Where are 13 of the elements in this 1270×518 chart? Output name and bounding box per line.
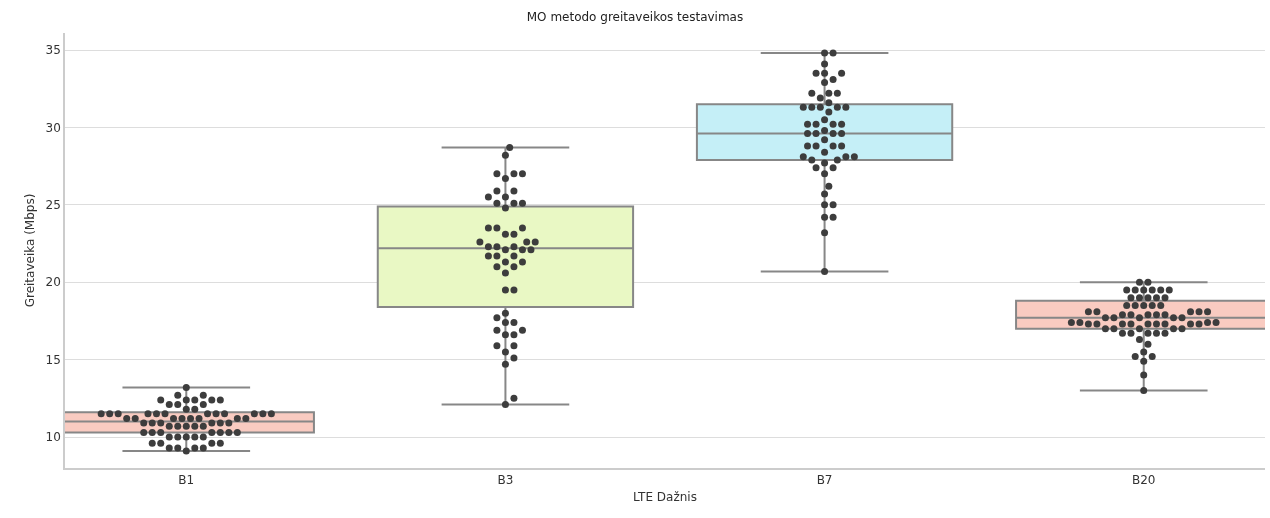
y-tick-label: 25 [45, 198, 61, 213]
y-tick-label: 15 [45, 352, 61, 367]
x-tick-label: B7 [816, 473, 833, 488]
y-tick-label: 20 [45, 275, 61, 290]
x-tick-label: B3 [497, 473, 514, 488]
y-tick-label: 30 [45, 120, 61, 135]
y-tick-label: 35 [45, 43, 61, 58]
x-tick-label: B1 [178, 473, 195, 488]
y-axis-title: Greitaveika (Mbps) [23, 193, 38, 308]
y-tick-label: 10 [45, 430, 61, 445]
chart-title: MO metodo greitaveikos testavimas [526, 10, 744, 25]
x-axis-title: LTE Dažnis [633, 489, 697, 504]
x-tick-label: B20 [1131, 473, 1156, 488]
